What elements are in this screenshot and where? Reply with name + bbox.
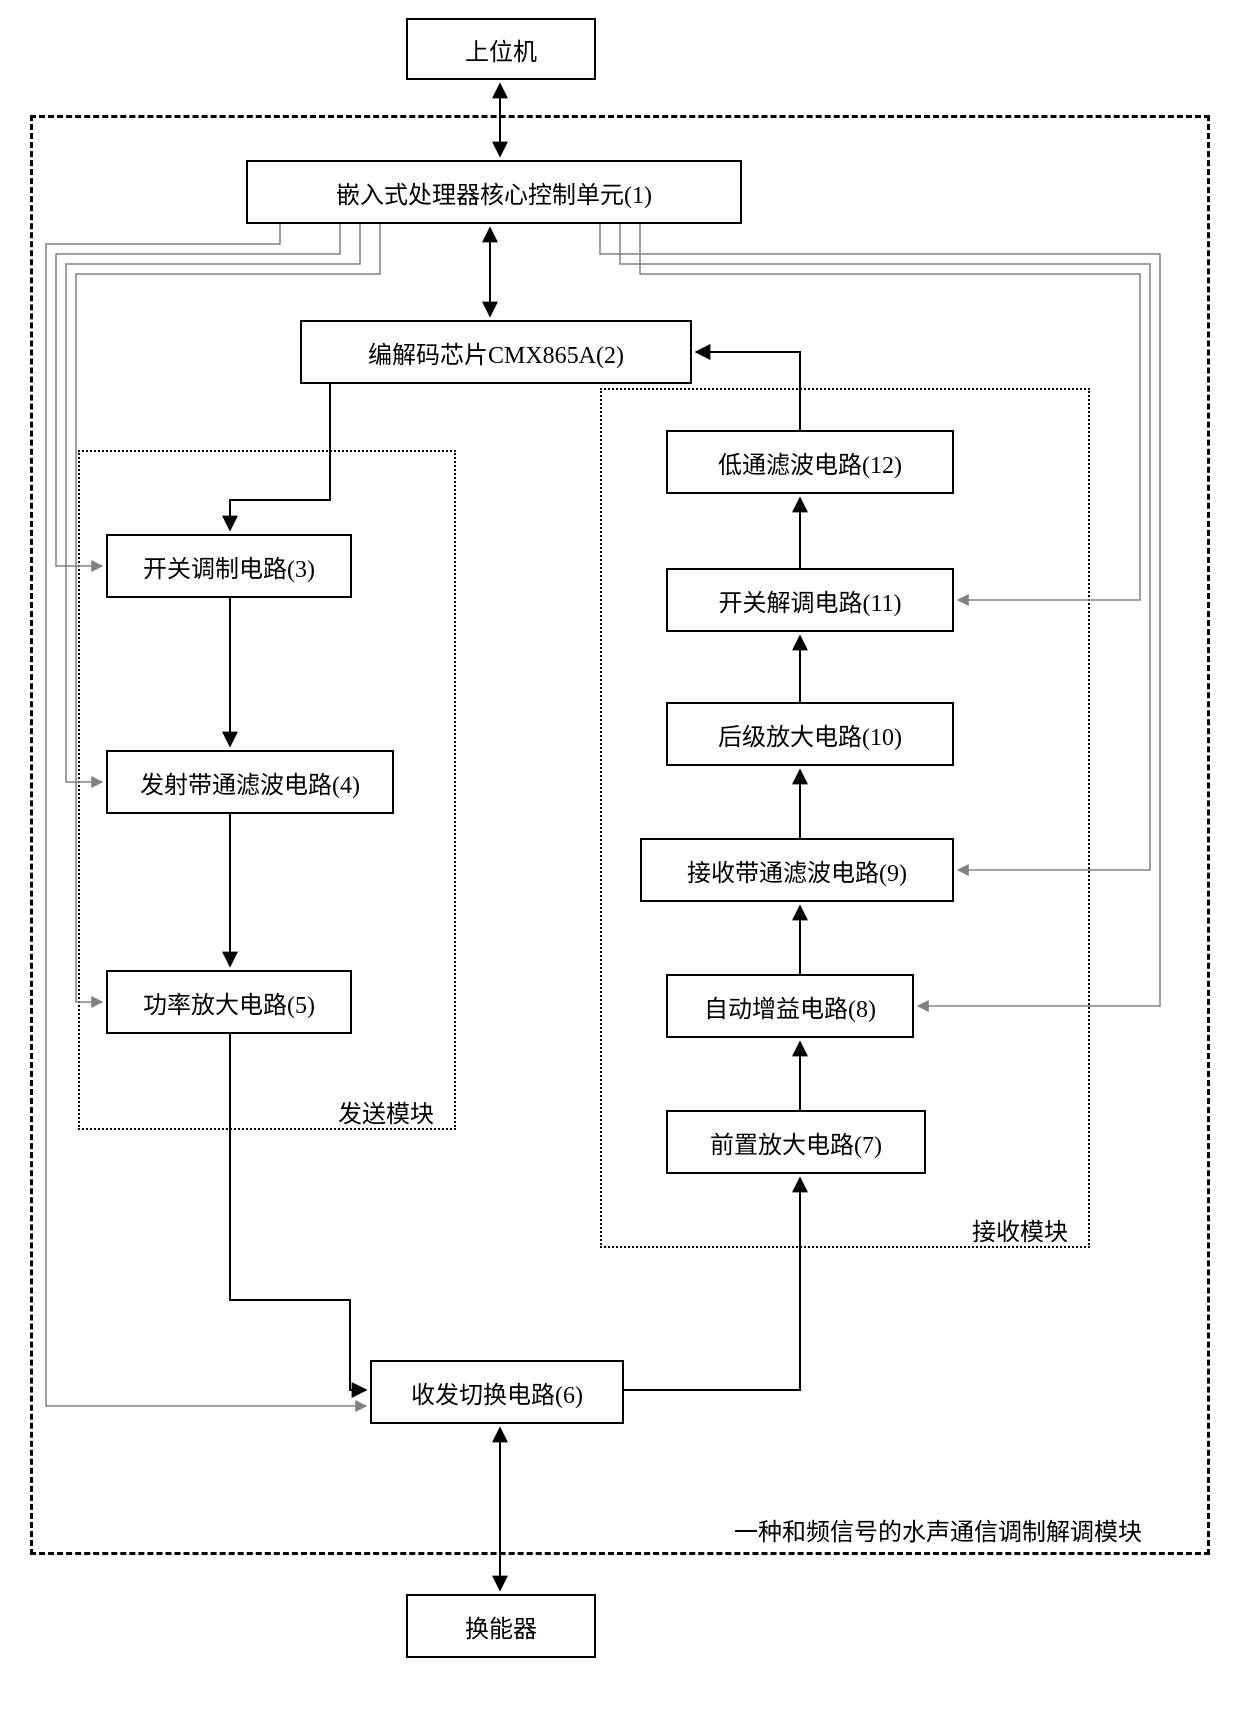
codec-label: 编解码芯片CMX865A(2) [368, 335, 624, 370]
rx-bpf-label: 接收带通滤波电路(9) [687, 853, 907, 888]
preamp-label: 前置放大电路(7) [710, 1125, 882, 1160]
sw-demod-label: 开关解调电路(11) [718, 583, 901, 618]
pa-box: 功率放大电路(5) [106, 970, 352, 1034]
tx-bpf-box: 发射带通滤波电路(4) [106, 750, 394, 814]
tr-switch-label: 收发切换电路(6) [411, 1375, 583, 1410]
transducer-label: 换能器 [465, 1609, 537, 1644]
pa-label: 功率放大电路(5) [143, 985, 315, 1020]
lpf-box: 低通滤波电路(12) [666, 430, 954, 494]
sw-mod-box: 开关调制电路(3) [106, 534, 352, 598]
preamp-box: 前置放大电路(7) [666, 1110, 926, 1174]
rx-bpf-box: 接收带通滤波电路(9) [640, 838, 954, 902]
upper-pc-label: 上位机 [465, 32, 537, 67]
upper-pc-box: 上位机 [406, 18, 596, 80]
cpu-label: 嵌入式处理器核心控制单元(1) [336, 175, 652, 210]
tr-switch-box: 收发切换电路(6) [370, 1360, 624, 1424]
agc-label: 自动增益电路(8) [704, 989, 876, 1024]
tx-module-label: 发送模块 [338, 1094, 434, 1129]
lpf-label: 低通滤波电路(12) [718, 445, 902, 480]
rx-module-label: 接收模块 [972, 1212, 1068, 1247]
sw-mod-label: 开关调制电路(3) [143, 549, 315, 584]
transducer-box: 换能器 [406, 1594, 596, 1658]
sw-demod-box: 开关解调电路(11) [666, 568, 954, 632]
codec-box: 编解码芯片CMX865A(2) [300, 320, 692, 384]
agc-box: 自动增益电路(8) [666, 974, 914, 1038]
diagram-canvas: 一种和频信号的水声通信调制解调模块 上位机 嵌入式处理器核心控制单元(1) 编解… [0, 0, 1240, 1710]
post-amp-box: 后级放大电路(10) [666, 702, 954, 766]
post-amp-label: 后级放大电路(10) [718, 717, 902, 752]
tx-bpf-label: 发射带通滤波电路(4) [140, 765, 360, 800]
cpu-box: 嵌入式处理器核心控制单元(1) [246, 160, 742, 224]
system-label: 一种和频信号的水声通信调制解调模块 [734, 1512, 1142, 1547]
